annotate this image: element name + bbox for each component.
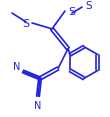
Text: N: N [13,62,21,73]
Text: N: N [34,101,42,111]
Text: S: S [85,1,92,11]
Text: S: S [68,7,75,17]
Text: S: S [22,19,29,29]
